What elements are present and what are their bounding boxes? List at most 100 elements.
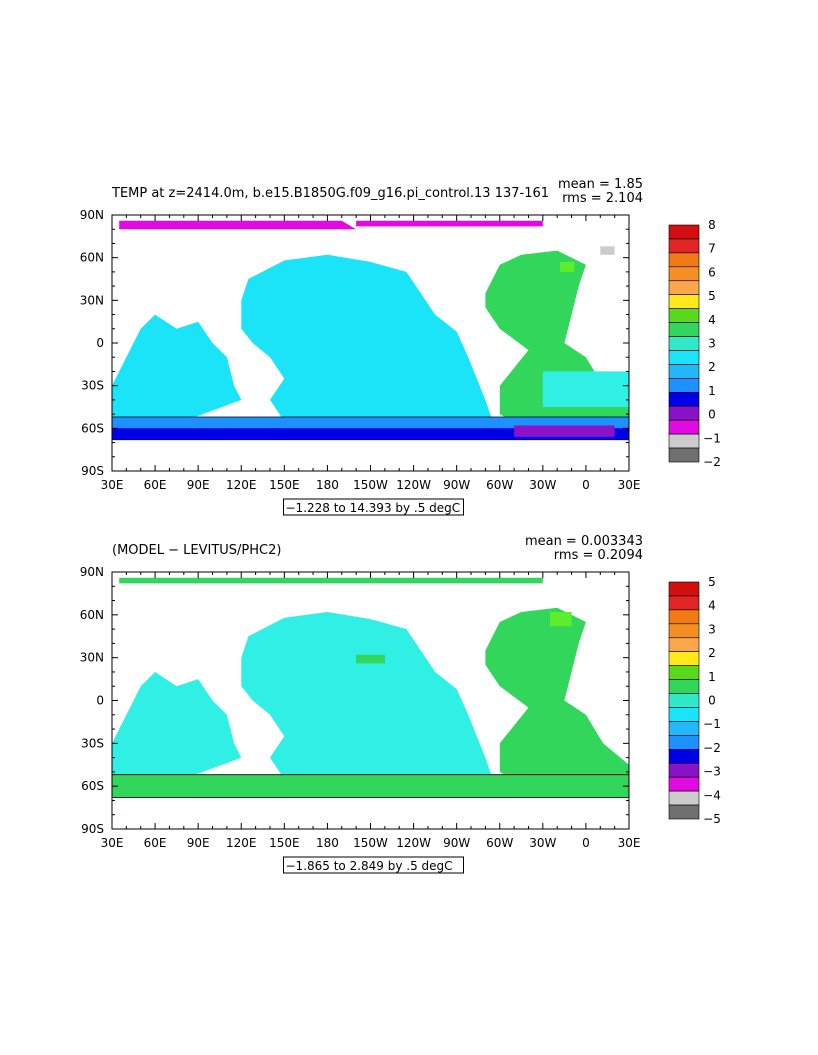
colorbar-swatch (668, 665, 700, 680)
map-field (111, 220, 630, 441)
y-tick-label: 0 (96, 694, 104, 708)
colorbar-swatch (668, 350, 700, 365)
colorbar-label: 3 (708, 337, 716, 351)
colorbar-swatch (668, 804, 700, 820)
colorbar-swatch (668, 762, 700, 778)
indian-field (112, 314, 242, 422)
colorbar-swatch (668, 266, 700, 282)
contour-info-box (283, 856, 464, 874)
x-tick-label: 60W (486, 836, 513, 850)
x-tick-label: 120W (396, 478, 431, 492)
colorbar-label: 2 (708, 646, 716, 660)
map-field (111, 577, 630, 798)
x-tick-label: 30E (618, 478, 641, 492)
colorbar-swatch (668, 322, 700, 337)
plot-title: (MODEL − LEVITUS/PHC2) (112, 543, 281, 558)
contour-info: −1.865 to 2.849 by .5 degC (286, 859, 453, 873)
x-tick-label: 30W (529, 836, 556, 850)
x-tick-label: 120W (396, 836, 431, 850)
x-tick-label: 90W (443, 836, 470, 850)
colorbar-swatch (668, 790, 700, 806)
x-tick-label: 150E (269, 836, 300, 850)
colorbar-swatch (668, 637, 700, 653)
colorbar-label: 0 (708, 694, 716, 708)
rms-stat: rms = 0.2094 (554, 548, 643, 563)
colorbar-swatch (668, 391, 700, 407)
x-tick-label: 90W (443, 478, 470, 492)
colorbar-swatch (668, 776, 700, 792)
y-tick-label: 30N (80, 651, 104, 665)
x-tick-label: 0 (582, 836, 590, 850)
colorbar-label: 7 (708, 242, 716, 256)
labrador-field (560, 261, 575, 272)
colorbar-label: −3 (703, 765, 721, 779)
x-tick-label: 30E (101, 478, 124, 492)
colorbar-swatch (668, 419, 700, 435)
plot-title: TEMP at z=2414.0m, b.e15.B1850G.f09_g16.… (111, 186, 549, 201)
colorbar-swatch (668, 623, 700, 639)
y-tick-label: 60S (81, 421, 104, 435)
x-tick-label: 150E (269, 478, 300, 492)
colorbar-label: −1 (703, 717, 721, 731)
colorbar-label: −5 (703, 812, 721, 826)
colorbar-swatch (668, 378, 700, 393)
x-tick-label: 180 (316, 836, 339, 850)
arctic-field-west (119, 220, 357, 230)
colorbar-label: −2 (703, 741, 721, 755)
colorbar-swatch (668, 280, 700, 296)
y-tick-label: 90S (81, 822, 104, 836)
x-tick-label: 60W (486, 478, 513, 492)
atlantic-diff-field (485, 607, 629, 789)
x-tick-label: 30E (618, 836, 641, 850)
y-tick-label: 0 (96, 336, 104, 350)
difference-map-panel: 30E 60E 90E 120E 150E 180 150W 120W 90W 60W 30W 0 30… (80, 534, 721, 874)
colorbar-label: 1 (708, 384, 716, 398)
colorbar-swatch (668, 595, 700, 611)
x-tick-label: 90E (187, 836, 210, 850)
y-tick-label: 60S (81, 779, 104, 793)
contour-info: −1.228 to 14.393 by .5 degC (286, 501, 461, 515)
x-tick-label: 90E (187, 478, 210, 492)
colorbar-label: −2 (703, 455, 721, 469)
y-tick-label: 90N (80, 565, 104, 579)
x-tick-label: 0 (582, 478, 590, 492)
y-tick-label: 60N (80, 608, 104, 622)
x-tick-label: 120E (226, 836, 257, 850)
x-tick-label: 120E (226, 478, 257, 492)
colorbar-label: 4 (708, 599, 716, 613)
mean-stat: mean = 1.85 (558, 177, 643, 192)
colorbar-swatch (668, 447, 700, 463)
rms-stat: rms = 2.104 (562, 191, 643, 206)
y-tick-label: 30S (81, 736, 104, 750)
indian-diff-field (112, 671, 242, 779)
colorbar-label: 1 (708, 670, 716, 684)
arctic-diff-field (119, 577, 543, 584)
y-tick-label: 30S (81, 379, 104, 393)
colorbar-swatch (668, 693, 700, 708)
y-tick-label: 30N (80, 293, 104, 307)
x-tick-label: 150W (353, 836, 388, 850)
y-tick-label: 60N (80, 251, 104, 265)
pacific-field (241, 254, 493, 432)
colorbar-swatch (668, 252, 700, 268)
x-tick-label: 30W (529, 478, 556, 492)
colorbar-label: 8 (708, 218, 716, 232)
pacific-diff-patch (356, 654, 385, 664)
weddell-field (514, 425, 615, 437)
colorbar-swatch (668, 364, 700, 379)
colorbar-swatch (668, 609, 700, 625)
colorbar-label: 6 (708, 265, 716, 279)
colorbar-swatch (668, 735, 700, 750)
colorbar-swatch (668, 294, 700, 309)
southern-diff-field (111, 774, 630, 798)
colorbar-swatch (668, 238, 700, 254)
colorbar-swatch (668, 707, 700, 722)
colorbar-swatch (668, 721, 700, 736)
colorbar-swatch (668, 405, 700, 421)
x-tick-label: 150W (353, 478, 388, 492)
colorbar-label: 2 (708, 360, 716, 374)
colorbar-swatch (668, 651, 700, 666)
pacific-diff-field (241, 612, 493, 789)
nordic-field (600, 246, 615, 255)
colorbar-label: 5 (708, 575, 716, 589)
